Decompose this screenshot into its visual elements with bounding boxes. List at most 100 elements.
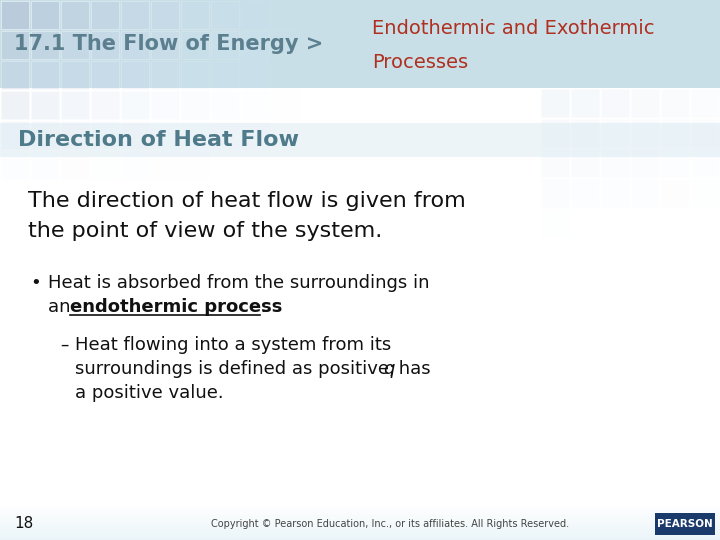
Bar	[1, 61, 29, 89]
Bar	[571, 179, 599, 207]
Bar	[1, 91, 29, 119]
Bar	[571, 119, 599, 147]
Bar	[0, 537, 720, 538]
Bar	[0, 514, 720, 515]
Bar	[121, 31, 149, 59]
Bar	[0, 505, 720, 506]
Text: the point of view of the system.: the point of view of the system.	[28, 221, 382, 241]
Bar	[271, 61, 299, 89]
Text: surroundings is defined as positive;: surroundings is defined as positive;	[75, 360, 401, 378]
Bar	[541, 209, 569, 237]
Text: Heat is absorbed from the surroundings in: Heat is absorbed from the surroundings i…	[48, 274, 430, 292]
Bar	[0, 515, 720, 516]
Bar	[61, 151, 89, 179]
Bar	[661, 149, 689, 177]
Bar	[0, 512, 720, 513]
Bar	[241, 121, 269, 149]
Text: Processes: Processes	[372, 52, 468, 71]
Bar	[0, 509, 720, 510]
Bar	[631, 149, 659, 177]
Text: 18: 18	[14, 516, 33, 531]
Bar	[655, 513, 715, 535]
Text: •: •	[30, 274, 41, 292]
Bar	[91, 151, 119, 179]
Text: Endothermic and Exothermic: Endothermic and Exothermic	[372, 18, 654, 37]
Bar	[541, 119, 569, 147]
Bar	[31, 1, 59, 29]
Bar	[601, 179, 629, 207]
Bar	[0, 539, 720, 540]
Bar	[0, 533, 720, 534]
Bar	[61, 61, 89, 89]
Bar	[0, 517, 720, 518]
Bar	[0, 513, 720, 514]
Bar	[0, 506, 720, 507]
Text: Heat flowing into a system from its: Heat flowing into a system from its	[75, 336, 391, 354]
Bar	[0, 511, 720, 512]
Bar	[541, 149, 569, 177]
Bar	[151, 61, 179, 89]
Bar	[631, 119, 659, 147]
Bar	[0, 529, 720, 530]
Bar	[0, 528, 720, 529]
Text: a positive value.: a positive value.	[75, 384, 224, 402]
Bar	[91, 121, 119, 149]
Bar	[31, 31, 59, 59]
Bar	[0, 527, 720, 528]
Bar	[61, 1, 89, 29]
Bar	[1, 121, 29, 149]
Bar	[691, 89, 719, 117]
Bar	[0, 508, 720, 509]
Bar	[0, 521, 720, 522]
Bar	[0, 522, 720, 523]
Bar	[0, 538, 720, 539]
Bar	[211, 121, 239, 149]
Bar	[91, 91, 119, 119]
Bar	[241, 91, 269, 119]
Bar	[61, 121, 89, 149]
Bar	[691, 179, 719, 207]
Bar	[61, 91, 89, 119]
Bar	[271, 1, 299, 29]
Bar	[181, 31, 209, 59]
Bar	[0, 525, 720, 526]
Bar	[31, 91, 59, 119]
Text: an: an	[48, 298, 76, 316]
Bar	[151, 31, 179, 59]
Bar	[541, 179, 569, 207]
Bar	[0, 519, 720, 520]
Bar	[31, 61, 59, 89]
Bar	[121, 151, 149, 179]
Bar	[91, 61, 119, 89]
Bar	[0, 523, 720, 524]
Bar	[181, 91, 209, 119]
Bar	[0, 0, 720, 88]
Bar	[0, 531, 720, 532]
Text: –: –	[60, 336, 68, 354]
Text: q: q	[383, 360, 395, 378]
Bar	[121, 91, 149, 119]
Bar	[271, 91, 299, 119]
Bar	[0, 123, 720, 157]
Bar	[1, 151, 29, 179]
Bar	[211, 91, 239, 119]
Bar	[631, 179, 659, 207]
Bar	[91, 1, 119, 29]
Bar	[181, 61, 209, 89]
Bar	[601, 89, 629, 117]
Bar	[601, 119, 629, 147]
Text: PEARSON: PEARSON	[657, 519, 713, 529]
Bar	[0, 520, 720, 521]
Bar	[31, 121, 59, 149]
Bar	[0, 524, 720, 525]
Bar	[0, 532, 720, 533]
Bar	[0, 507, 720, 508]
Bar	[241, 1, 269, 29]
Bar	[211, 1, 239, 29]
Bar	[1, 31, 29, 59]
Bar	[541, 89, 569, 117]
Bar	[601, 149, 629, 177]
Bar	[271, 31, 299, 59]
Bar	[151, 91, 179, 119]
Bar	[181, 151, 209, 179]
